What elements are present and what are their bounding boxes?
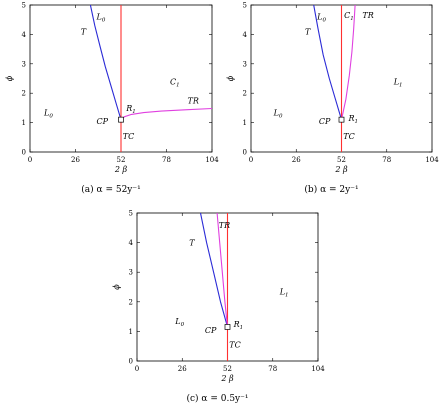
- y-tick-label: 1: [243, 119, 247, 127]
- region-label: R1: [233, 320, 244, 331]
- x-axis-label: 2 β: [220, 374, 234, 383]
- region-label: CP: [319, 117, 331, 126]
- series-line-1: [313, 4, 343, 120]
- y-tick-label: 3: [22, 60, 26, 68]
- region-label: L1: [279, 287, 289, 298]
- y-axis-label: ϕ: [226, 75, 235, 81]
- y-tick-label: 0: [129, 358, 133, 366]
- panel-caption: (a) α = 52y⁻¹: [81, 184, 140, 195]
- x-tick-label: 52: [223, 365, 232, 373]
- region-label: TC: [229, 341, 240, 350]
- y-tick-label: 3: [129, 269, 133, 277]
- x-tick-label: 0: [28, 156, 32, 164]
- region-label: C1: [170, 77, 180, 88]
- region-label: TC: [123, 132, 134, 141]
- region-label: T: [305, 27, 311, 36]
- series-line-3: [120, 107, 213, 121]
- panel-caption: (b) α = 2y⁻¹: [304, 184, 358, 195]
- region-label: TC: [343, 132, 354, 141]
- y-tick-label: 5: [129, 210, 133, 218]
- series-line-3: [340, 4, 356, 120]
- y-tick-label: 4: [243, 31, 248, 39]
- y-tick-label: 4: [22, 31, 27, 39]
- y-tick-label: 3: [243, 60, 247, 68]
- x-tick-label: 26: [292, 156, 301, 164]
- y-tick-label: 5: [22, 2, 26, 10]
- x-axis-label: 2 β: [114, 165, 128, 174]
- series-line-1: [199, 212, 229, 328]
- region-label: TR: [188, 96, 199, 105]
- region-label: R1: [125, 104, 136, 115]
- region-label: CP: [97, 117, 109, 126]
- chart-panel-1: 0 26 52 78 104 0 1 2 3 4 5 2 β ϕ L0 T C1 TR L0 R1 CP TC (a) α…: [5, 2, 219, 196]
- y-tick-label: 0: [243, 149, 247, 157]
- y-tick-label: 0: [22, 149, 26, 157]
- y-axis-label: ϕ: [112, 284, 121, 290]
- region-label: C1: [344, 11, 354, 22]
- x-tick-label: 78: [382, 156, 391, 164]
- y-tick-label: 2: [22, 90, 26, 98]
- region-label: TR: [362, 11, 373, 20]
- y-tick-label: 4: [129, 239, 134, 247]
- x-tick-label: 104: [425, 156, 439, 164]
- y-tick-label: 2: [243, 90, 247, 98]
- x-tick-label: 52: [337, 156, 346, 164]
- region-label: T: [189, 239, 195, 248]
- critical-point-marker: [224, 324, 231, 330]
- x-tick-label: 78: [268, 365, 277, 373]
- x-tick-label: 78: [162, 156, 171, 164]
- region-label: TR: [219, 221, 230, 230]
- critical-point-marker: [118, 116, 124, 123]
- region-label: T: [81, 27, 87, 36]
- x-tick-label: 104: [205, 156, 219, 164]
- x-tick-label: 104: [311, 365, 325, 373]
- chart-panel-2: 0 26 52 78 104 0 1 2 3 4 5 2 β ϕ L0 T C1 TR L1 L0 R1 CP TC (b)…: [226, 2, 439, 196]
- chart-panel-3: 0 26 52 78 104 0 1 2 3 4 5 2 β ϕ TR T L1 L0 R1 CP TC (c) α =…: [112, 210, 325, 405]
- x-tick-label: 26: [178, 365, 187, 373]
- x-axis-label: 2 β: [334, 165, 348, 174]
- region-label: L0: [174, 317, 184, 328]
- region-label: L0: [316, 13, 326, 24]
- critical-point-marker: [338, 116, 345, 123]
- x-tick-label: 26: [71, 156, 80, 164]
- y-tick-label: 5: [243, 2, 247, 10]
- y-tick-label: 1: [129, 328, 133, 336]
- x-tick-label: 0: [249, 156, 253, 164]
- x-tick-label: 52: [117, 156, 126, 164]
- region-label: L0: [96, 13, 106, 24]
- region-label: L0: [273, 108, 283, 119]
- x-tick-label: 0: [135, 365, 139, 373]
- y-axis-label: ϕ: [5, 75, 14, 81]
- region-label: L0: [43, 108, 53, 119]
- series-line-3: [216, 212, 229, 328]
- y-tick-label: 2: [129, 298, 133, 306]
- region-label: CP: [205, 326, 217, 335]
- y-tick-label: 1: [22, 119, 26, 127]
- panel-caption: (c) α = 0.5y⁻¹: [186, 393, 248, 404]
- region-label: R1: [347, 114, 358, 125]
- region-label: L1: [393, 77, 403, 88]
- series-line-1: [89, 4, 122, 120]
